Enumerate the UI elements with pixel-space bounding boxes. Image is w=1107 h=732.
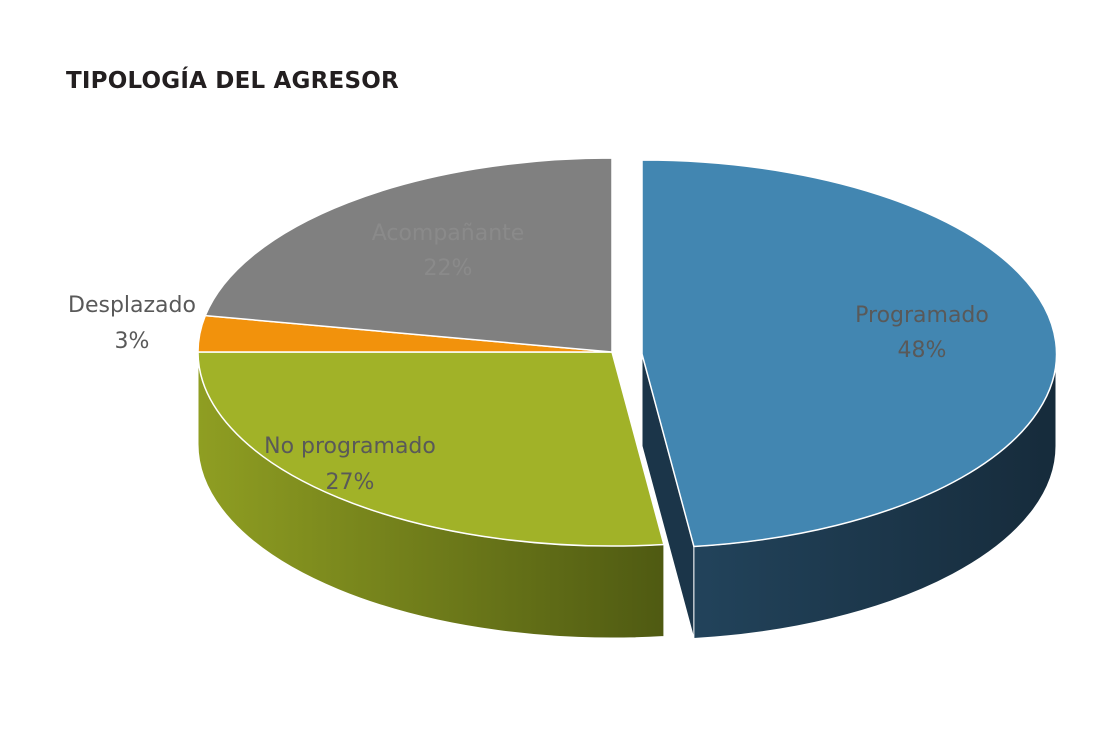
slice-label-no-programado: No programado	[264, 434, 436, 459]
slice-value-programado: 48%	[898, 338, 947, 363]
slice-label-desplazado: Desplazado	[68, 293, 196, 318]
slice-value-desplazado: 3%	[115, 329, 150, 354]
chart-title: TIPOLOGÍA DEL AGRESOR	[66, 68, 399, 94]
slice-value-acompañante: 22%	[424, 256, 473, 281]
slice-label-acompañante: Acompañante	[372, 221, 525, 246]
slice-value-no-programado: 27%	[326, 470, 375, 495]
slice-programado	[641, 159, 1058, 548]
slice-label-programado: Programado	[855, 303, 989, 328]
slice-acompañante	[204, 157, 613, 353]
slice-no-programado	[197, 351, 665, 547]
